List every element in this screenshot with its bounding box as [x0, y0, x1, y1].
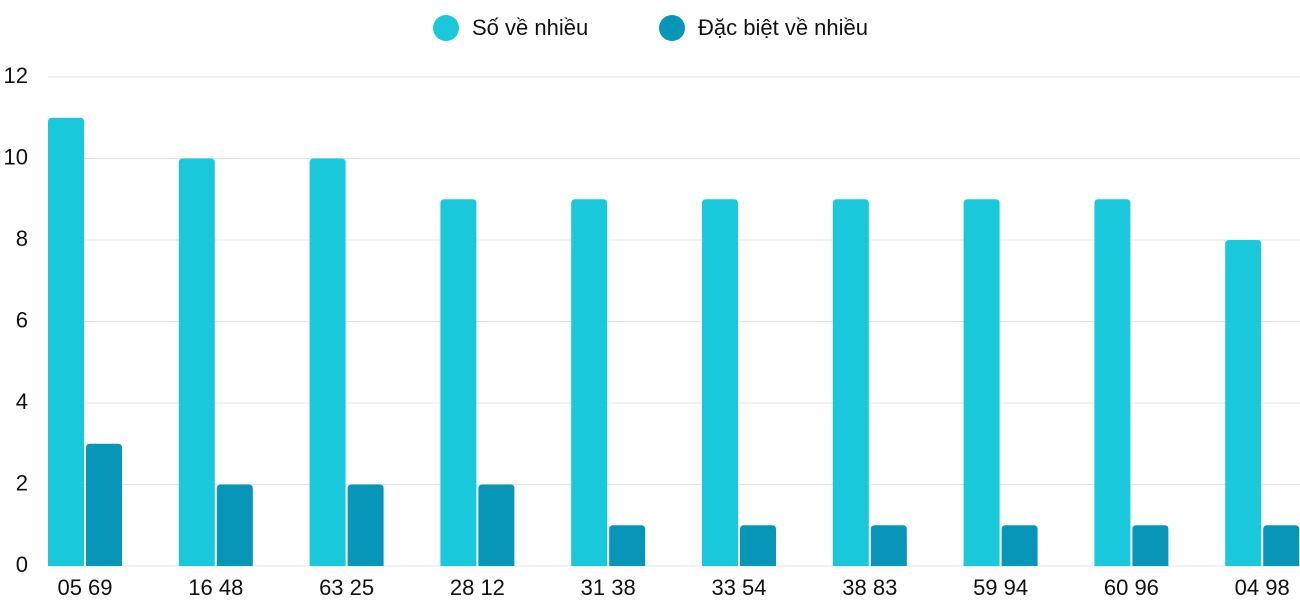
bar [309, 158, 346, 566]
x-tick-label: 04 98 [1235, 575, 1290, 600]
y-tick-label: 2 [16, 470, 28, 495]
x-tick-label: 28 12 [450, 575, 505, 600]
y-tick-label: 10 [4, 144, 28, 169]
bar [571, 199, 608, 566]
bar [702, 199, 738, 566]
legend-label: Đặc biệt về nhiều [698, 15, 868, 40]
bar [1132, 525, 1169, 566]
bar [478, 484, 515, 566]
x-tick-label: 38 83 [842, 575, 897, 600]
bar [216, 484, 253, 566]
x-tick-label: 05 69 [57, 575, 112, 600]
bar [609, 525, 646, 566]
bar [48, 117, 84, 566]
y-tick-label: 6 [16, 307, 28, 332]
bar [1263, 525, 1300, 566]
bar [740, 525, 776, 566]
bar [86, 443, 122, 566]
bar [832, 199, 869, 566]
legend-marker [433, 15, 459, 41]
x-tick-label: 33 54 [711, 575, 766, 600]
x-tick-label: 31 38 [581, 575, 636, 600]
legend-marker [659, 15, 685, 41]
bar [178, 158, 215, 566]
bar [963, 199, 1000, 566]
x-tick-label: 16 48 [188, 575, 243, 600]
legend-label: Số về nhiều [472, 15, 588, 40]
x-tick-label: 63 25 [319, 575, 374, 600]
bar [1094, 199, 1131, 566]
y-tick-label: 8 [16, 226, 28, 251]
bar [347, 484, 384, 566]
y-tick-label: 12 [4, 63, 28, 88]
bar [870, 525, 907, 566]
bar [1001, 525, 1038, 566]
bar [1225, 240, 1262, 566]
y-tick-label: 0 [16, 552, 28, 577]
bar [440, 199, 477, 566]
x-tick-label: 60 96 [1104, 575, 1159, 600]
x-tick-label: 59 94 [973, 575, 1028, 600]
y-tick-label: 4 [16, 389, 28, 414]
